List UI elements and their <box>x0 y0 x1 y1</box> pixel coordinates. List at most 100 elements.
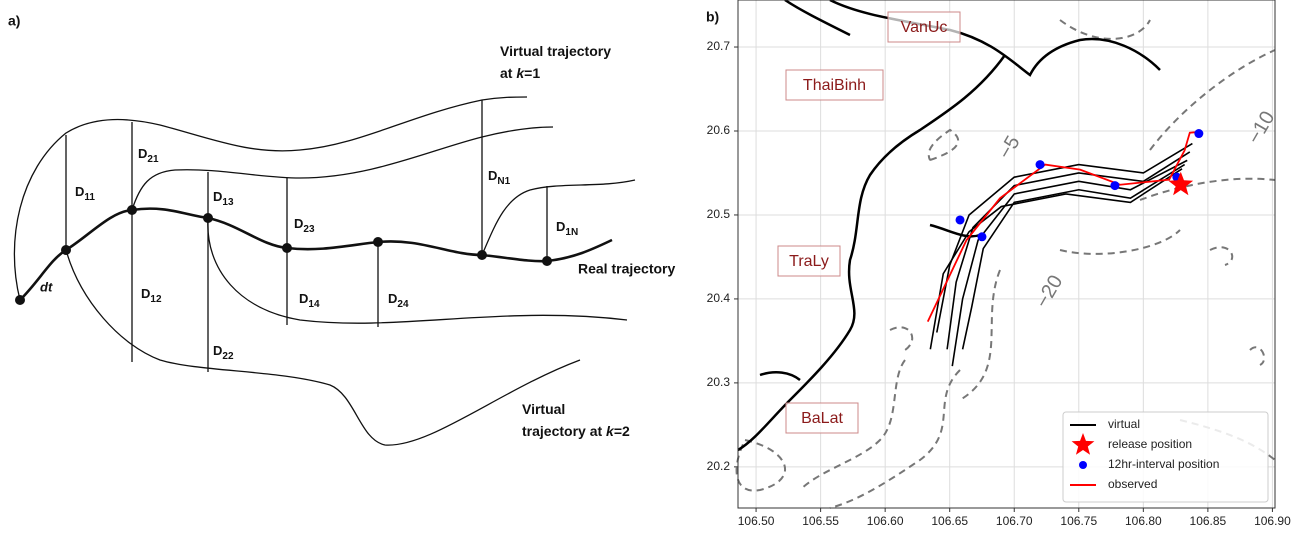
x-tick-label: 106.50 <box>738 514 775 528</box>
segment-base: D <box>141 286 150 301</box>
legend-label: release position <box>1108 437 1192 451</box>
virtual-track <box>951 159 1188 367</box>
virtual-curve <box>207 217 628 324</box>
label-part: trajectory at <box>522 423 606 439</box>
label: Real trajectory <box>578 261 675 277</box>
position-dot <box>15 295 25 305</box>
y-tick-label: 20.3 <box>707 375 731 389</box>
place-box <box>777 245 841 277</box>
segment-base: D <box>388 291 397 306</box>
x-tick-label: 106.65 <box>931 514 968 528</box>
interval-point <box>977 232 987 242</box>
segment-base: D <box>213 343 222 358</box>
x-tick-label: 106.85 <box>1190 514 1227 528</box>
segment-label: D13 <box>213 189 234 207</box>
position-dot <box>373 237 383 247</box>
position-dot <box>127 205 137 215</box>
segment-sub: 11 <box>84 192 95 203</box>
label: at k=1 <box>500 65 540 81</box>
segment-label: D14 <box>299 291 320 309</box>
panel-a <box>13 96 636 446</box>
segment-label: D22 <box>213 343 234 361</box>
distance-line <box>65 100 548 372</box>
place-label: VanUc <box>901 19 948 36</box>
x-tick-label: 106.70 <box>996 514 1033 528</box>
position-dot <box>477 250 487 260</box>
segment-base: D <box>138 146 147 161</box>
place-label: TraLy <box>789 253 829 270</box>
place-box <box>785 402 859 434</box>
segment-sub: 13 <box>222 197 234 208</box>
panel-label: a) <box>8 13 20 29</box>
plot-frame <box>737 0 1276 509</box>
segment-label: D24 <box>388 291 409 309</box>
segment-label: D1N <box>556 219 578 237</box>
label-part: at <box>500 65 516 81</box>
interval-point <box>955 215 965 225</box>
position-dot <box>61 245 71 255</box>
label-line: Virtual <box>522 401 565 417</box>
interval-point <box>1110 181 1120 191</box>
label-part: k <box>516 65 525 81</box>
panel-label: b) <box>706 9 719 25</box>
observed-line <box>926 130 1201 322</box>
label-line: Virtual trajectory <box>500 43 611 59</box>
legend-box <box>1062 411 1269 503</box>
virtual-curve <box>13 96 528 301</box>
x-tick-label: 106.60 <box>867 514 904 528</box>
segment-sub: 12 <box>150 294 162 305</box>
virtual-curve <box>481 179 636 256</box>
segment-base: D <box>488 168 497 183</box>
legend-swatch <box>1079 461 1087 469</box>
legend-label: virtual <box>1108 417 1140 431</box>
place-box <box>887 11 961 43</box>
coastline <box>737 0 1161 452</box>
segment-base: D <box>294 216 303 231</box>
position-dot <box>282 243 292 253</box>
label: dt <box>40 279 53 294</box>
segment-sub: 14 <box>308 299 320 310</box>
label: Virtual <box>522 401 565 417</box>
segment-label: D23 <box>294 216 315 234</box>
segment-sub: N1 <box>497 176 510 187</box>
x-tick-label: 106.75 <box>1060 514 1097 528</box>
virtual-curve <box>131 126 554 211</box>
release-star <box>1168 171 1194 196</box>
segment-label: D21 <box>138 146 159 164</box>
legend-label: observed <box>1108 477 1157 491</box>
position-dot <box>542 256 552 266</box>
virtual-curve <box>65 249 581 446</box>
position-dot <box>203 213 213 223</box>
segment-sub: 23 <box>303 224 315 235</box>
interval-point <box>1035 160 1045 170</box>
virtual-track <box>961 163 1186 350</box>
y-tick-label: 20.2 <box>707 459 731 473</box>
virtual-track <box>936 142 1193 333</box>
legend-swatch <box>1071 433 1095 455</box>
y-tick-label: 20.5 <box>707 207 731 221</box>
segment-label: D11 <box>75 184 95 202</box>
legend-label: 12hr-interval position <box>1108 457 1219 471</box>
segment-sub: 24 <box>397 299 409 310</box>
label: Virtual trajectory <box>500 43 611 59</box>
segment-label: D12 <box>141 286 162 304</box>
segment-sub: 1N <box>565 227 578 238</box>
label-part: =1 <box>524 65 540 81</box>
segment-base: D <box>556 219 565 234</box>
segment-base: D <box>75 184 84 199</box>
panel-a-text: a) Virtual trajectory at k=1 Virtual tra… <box>8 13 675 439</box>
y-tick-label: 20.4 <box>707 291 731 305</box>
real-curve <box>19 207 613 301</box>
virtual-track <box>946 151 1191 350</box>
label: trajectory at k=2 <box>522 423 630 439</box>
place-box <box>785 69 884 101</box>
segment-label: DN1 <box>488 168 511 186</box>
segment-base: D <box>213 189 222 204</box>
map-chart: 106.50 106.55 106.60 106.65 106.70 106.75 106.… <box>707 0 1291 528</box>
segment-sub: 22 <box>222 351 234 362</box>
x-tick-label: 106.80 <box>1125 514 1162 528</box>
label-part: =2 <box>614 423 630 439</box>
y-tick-label: 20.7 <box>707 39 731 53</box>
segment-sub: 21 <box>147 154 159 165</box>
